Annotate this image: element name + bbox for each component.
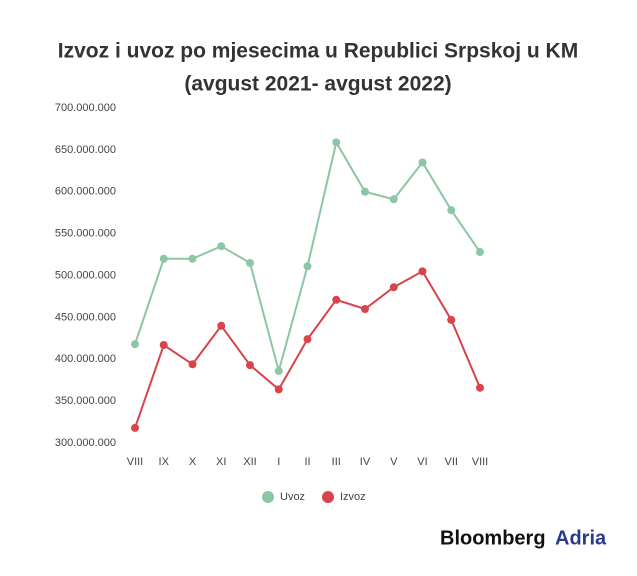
data-point: [159, 341, 168, 350]
data-point: [246, 361, 254, 370]
data-point: [188, 360, 197, 369]
data-point: [447, 315, 456, 324]
legend-label: Izvoz: [340, 491, 366, 503]
data-point: [131, 423, 139, 432]
y-tick-label: 400.000.000: [55, 353, 116, 365]
y-tick-label: 700.000.000: [55, 102, 116, 114]
data-point: [303, 262, 312, 271]
logo: Adria: [555, 527, 607, 549]
x-tick-label: VII: [445, 456, 458, 468]
x-tick-label: VIII: [472, 456, 489, 468]
data-point: [361, 187, 369, 196]
y-tick-label: 600.000.000: [55, 186, 116, 198]
data-point: [303, 335, 312, 344]
data-point: [418, 267, 427, 276]
data-point: [361, 305, 369, 313]
x-tick-label: IV: [360, 456, 371, 468]
legend-label: Uvoz: [280, 491, 305, 503]
x-tick-label: I: [277, 456, 280, 468]
y-tick-label: 350.000.000: [55, 395, 116, 407]
x-tick-label: VI: [417, 456, 427, 468]
data-point: [332, 295, 341, 304]
chart-title: (avgust 2021- avgust 2022): [184, 73, 451, 96]
data-point: [389, 283, 398, 292]
x-tick-label: IX: [159, 456, 170, 468]
chart-title: Izvoz i uvoz po mjesecima u Republici Sr…: [58, 40, 578, 63]
data-point: [131, 340, 139, 349]
logo: Bloomberg: [440, 527, 546, 549]
data-point: [159, 254, 168, 263]
data-point: [476, 248, 484, 257]
data-point: [447, 206, 456, 215]
y-tick-label: 300.000.000: [55, 437, 116, 449]
data-point: [274, 366, 283, 375]
x-tick-label: XII: [243, 456, 256, 468]
data-point: [332, 138, 341, 147]
x-tick-label: III: [332, 456, 341, 468]
legend-marker: [262, 491, 274, 503]
x-tick-label: XI: [216, 456, 226, 468]
y-tick-label: 650.000.000: [55, 144, 116, 156]
data-point: [274, 385, 283, 394]
y-tick-label: 500.000.000: [55, 269, 116, 281]
data-point: [217, 321, 226, 330]
legend-marker: [322, 491, 334, 503]
x-tick-label: X: [189, 456, 197, 468]
x-tick-label: II: [304, 456, 310, 468]
data-point: [418, 158, 427, 167]
series-line: [134, 269, 481, 429]
x-tick-label: VIII: [127, 456, 144, 468]
data-point: [246, 258, 254, 267]
data-point: [188, 254, 197, 263]
y-tick-label: 550.000.000: [55, 228, 116, 240]
y-tick-label: 450.000.000: [55, 311, 116, 323]
data-point: [476, 383, 484, 392]
x-tick-label: V: [390, 456, 398, 468]
data-point: [389, 195, 398, 204]
data-point: [217, 242, 226, 251]
